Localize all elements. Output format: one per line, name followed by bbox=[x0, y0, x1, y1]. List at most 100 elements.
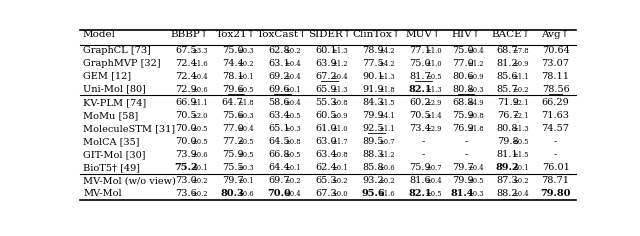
Text: ±0.7: ±0.7 bbox=[378, 138, 395, 146]
Text: 77.5: 77.5 bbox=[362, 59, 384, 67]
Text: ±0.5: ±0.5 bbox=[237, 86, 254, 94]
Text: ±1.5: ±1.5 bbox=[378, 99, 395, 107]
Text: BACE↑: BACE↑ bbox=[492, 30, 531, 39]
Text: 80.8: 80.8 bbox=[497, 124, 518, 133]
Text: 67.2: 67.2 bbox=[316, 72, 337, 81]
Text: 75.9: 75.9 bbox=[409, 163, 431, 172]
Text: 82.1: 82.1 bbox=[408, 85, 432, 94]
Text: 76.9: 76.9 bbox=[452, 124, 474, 133]
Text: ±7.8: ±7.8 bbox=[513, 46, 529, 55]
Text: ±1.0: ±1.0 bbox=[425, 60, 442, 68]
Text: MoMu [58]: MoMu [58] bbox=[83, 111, 138, 120]
Text: 78.71: 78.71 bbox=[541, 176, 570, 185]
Text: -: - bbox=[554, 137, 557, 146]
Text: -: - bbox=[422, 150, 425, 159]
Text: MoleculeSTM [31]: MoleculeSTM [31] bbox=[83, 124, 175, 133]
Text: HIV↑: HIV↑ bbox=[451, 30, 481, 39]
Text: 62.8: 62.8 bbox=[269, 46, 291, 55]
Text: ±0.5: ±0.5 bbox=[284, 151, 301, 159]
Text: 92.5: 92.5 bbox=[362, 124, 384, 133]
Text: ToxCast↑: ToxCast↑ bbox=[257, 30, 308, 39]
Text: 64.7: 64.7 bbox=[221, 98, 243, 107]
Text: ±0.4: ±0.4 bbox=[284, 99, 301, 107]
Text: 55.3: 55.3 bbox=[316, 98, 337, 107]
Text: ±1.3: ±1.3 bbox=[513, 125, 529, 133]
Text: ±0.4: ±0.4 bbox=[237, 125, 254, 133]
Text: ±2.9: ±2.9 bbox=[425, 99, 442, 107]
Text: ±0.2: ±0.2 bbox=[513, 177, 529, 185]
Text: MV-Mol: MV-Mol bbox=[83, 190, 122, 198]
Text: 72.9: 72.9 bbox=[175, 85, 197, 94]
Text: ±1.8: ±1.8 bbox=[378, 86, 395, 94]
Text: ±0.2: ±0.2 bbox=[378, 177, 395, 185]
Text: 95.6: 95.6 bbox=[362, 190, 385, 198]
Text: 79.9: 79.9 bbox=[362, 111, 384, 120]
Text: GraphMVP [32]: GraphMVP [32] bbox=[83, 59, 161, 67]
Text: ±0.1: ±0.1 bbox=[284, 86, 301, 94]
Text: ±1.0: ±1.0 bbox=[425, 46, 442, 55]
Text: 76.01: 76.01 bbox=[541, 163, 570, 172]
Text: -: - bbox=[422, 137, 425, 146]
Text: ±0.2: ±0.2 bbox=[332, 177, 348, 185]
Text: 78.11: 78.11 bbox=[541, 72, 570, 81]
Text: ±0.2: ±0.2 bbox=[284, 177, 301, 185]
Text: 58.6: 58.6 bbox=[269, 98, 290, 107]
Text: 82.1: 82.1 bbox=[408, 190, 432, 198]
Text: Uni-Mol [80]: Uni-Mol [80] bbox=[83, 85, 146, 94]
Text: ±0.5: ±0.5 bbox=[513, 138, 529, 146]
Text: Avg↑: Avg↑ bbox=[541, 30, 570, 39]
Text: ±0.9: ±0.9 bbox=[513, 60, 529, 68]
Text: 63.4: 63.4 bbox=[316, 150, 337, 159]
Text: ±1.2: ±1.2 bbox=[468, 60, 484, 68]
Text: 89.2: 89.2 bbox=[496, 163, 520, 172]
Text: MV-Mol (w/o view): MV-Mol (w/o view) bbox=[83, 176, 176, 185]
Text: GEM [12]: GEM [12] bbox=[83, 72, 131, 81]
Text: 65.9: 65.9 bbox=[316, 85, 337, 94]
Text: 60.1: 60.1 bbox=[316, 46, 337, 55]
Text: ±1.2: ±1.2 bbox=[332, 60, 348, 68]
Text: 76.7: 76.7 bbox=[497, 111, 518, 120]
Text: ±0.4: ±0.4 bbox=[191, 73, 208, 81]
Text: 75.0: 75.0 bbox=[452, 46, 474, 55]
Text: 66.8: 66.8 bbox=[269, 150, 290, 159]
Text: ±0.5: ±0.5 bbox=[425, 190, 442, 198]
Text: ±1.4: ±1.4 bbox=[425, 112, 442, 120]
Text: 75.0: 75.0 bbox=[222, 46, 243, 55]
Text: 87.3: 87.3 bbox=[497, 176, 518, 185]
Text: SIDER↑: SIDER↑ bbox=[308, 30, 351, 39]
Text: 66.9: 66.9 bbox=[175, 98, 197, 107]
Text: 73.07: 73.07 bbox=[541, 59, 570, 67]
Text: 79.6: 79.6 bbox=[222, 85, 243, 94]
Text: ±0.8: ±0.8 bbox=[284, 138, 301, 146]
Text: 63.0: 63.0 bbox=[316, 137, 337, 146]
Text: ±1.2: ±1.2 bbox=[378, 151, 395, 159]
Text: ClinTox↑: ClinTox↑ bbox=[352, 30, 401, 39]
Text: ±1.8: ±1.8 bbox=[237, 99, 254, 107]
Text: ±0.0: ±0.0 bbox=[332, 190, 348, 198]
Text: 81.1: 81.1 bbox=[497, 150, 518, 159]
Text: 90.1: 90.1 bbox=[362, 72, 384, 81]
Text: ±0.8: ±0.8 bbox=[332, 99, 348, 107]
Text: 89.5: 89.5 bbox=[362, 137, 384, 146]
Text: 74.4: 74.4 bbox=[221, 59, 244, 67]
Text: ±2.1: ±2.1 bbox=[513, 112, 529, 120]
Text: 85.6: 85.6 bbox=[497, 72, 518, 81]
Text: -: - bbox=[554, 150, 557, 159]
Text: 93.2: 93.2 bbox=[362, 176, 384, 185]
Text: 85.8: 85.8 bbox=[362, 163, 384, 172]
Text: 80.8: 80.8 bbox=[452, 85, 474, 94]
Text: ±2.1: ±2.1 bbox=[513, 99, 529, 107]
Text: 78.56: 78.56 bbox=[541, 85, 570, 94]
Text: 71.63: 71.63 bbox=[541, 111, 570, 120]
Text: 72.4: 72.4 bbox=[175, 72, 197, 81]
Text: 68.7: 68.7 bbox=[497, 46, 518, 55]
Text: 79.9: 79.9 bbox=[452, 176, 474, 185]
Text: ±0.1: ±0.1 bbox=[332, 164, 348, 172]
Text: ±4.1: ±4.1 bbox=[378, 112, 395, 120]
Text: 85.7: 85.7 bbox=[497, 85, 518, 94]
Text: ±0.1: ±0.1 bbox=[284, 164, 301, 172]
Text: ±0.3: ±0.3 bbox=[468, 86, 484, 94]
Text: ±0.5: ±0.5 bbox=[237, 138, 254, 146]
Text: ±0.3: ±0.3 bbox=[237, 164, 254, 172]
Text: ±0.9: ±0.9 bbox=[332, 112, 348, 120]
